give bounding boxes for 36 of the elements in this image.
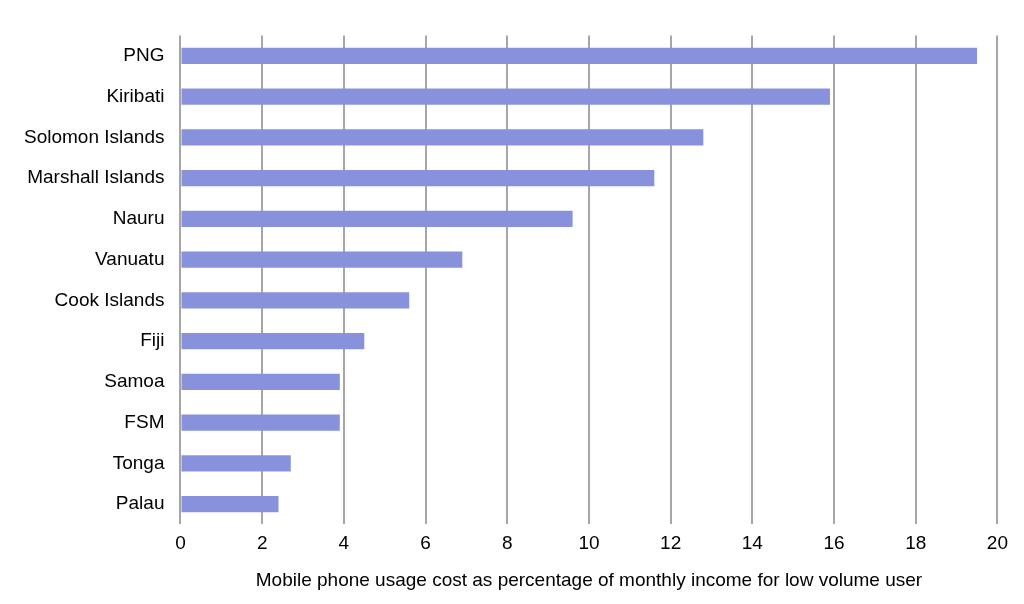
x-tick-label: 10 [578,532,600,554]
x-axis-title: Mobile phone usage cost as percentage of monthly income for low volume user [255,568,923,590]
bar [181,292,410,309]
x-tick-label: 14 [741,532,764,554]
bar [181,88,830,105]
x-tick-label: 16 [823,532,845,554]
bar [181,129,704,146]
y-tick-label: Kiribati [106,84,165,106]
bar [181,373,340,390]
bar [181,210,573,227]
bar [181,495,279,513]
bar [181,251,463,268]
y-tick-label: Nauru [112,207,165,229]
y-tick-label: Cook Islands [54,288,165,310]
y-tick-label: Vanuatu [95,247,165,269]
y-tick-label: Solomon Islands [24,125,165,147]
x-tick-label: 6 [420,532,431,554]
x-tick-label: 18 [905,532,927,554]
x-tick-label: 12 [660,532,682,554]
y-tick-label: Marshall Islands [27,166,165,188]
x-tick-label: 4 [338,532,350,554]
x-tick-label: 2 [256,532,268,554]
bar [181,455,291,472]
y-tick-label: Palau [115,492,165,514]
bar [181,414,340,431]
y-tick-label: Tonga [112,451,165,473]
bar [181,169,655,187]
y-tick-label: Fiji [140,329,165,351]
x-tick-label: 8 [501,532,513,554]
y-tick-label: Samoa [104,370,165,392]
y-tick-label: PNG [123,44,165,66]
bar [181,332,365,350]
y-tick-label: FSM [124,410,165,432]
bar [181,47,978,64]
x-tick-label: 20 [986,532,1008,554]
x-tick-label: 0 [175,532,186,554]
